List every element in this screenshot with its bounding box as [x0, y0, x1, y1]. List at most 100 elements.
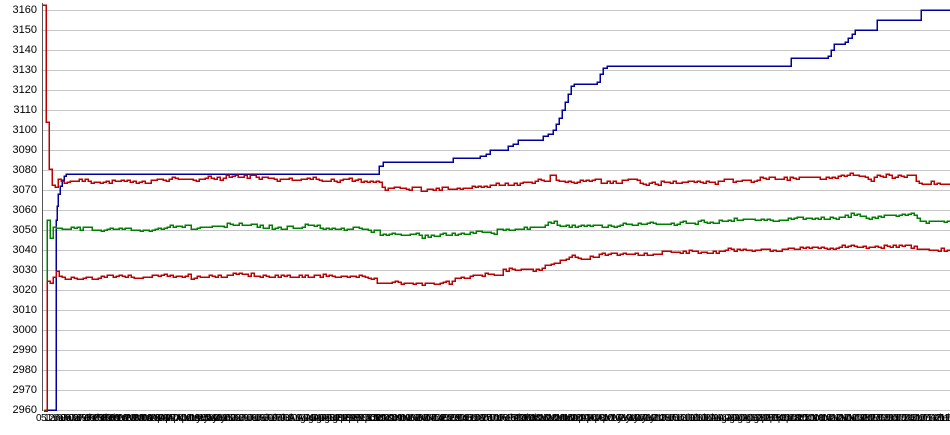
y-axis-label: 3140	[12, 44, 37, 56]
y-axis-label: 3030	[12, 264, 37, 276]
x-axis-label: 13Sep10	[748, 413, 785, 424]
x-axis-label: 25May09	[198, 413, 236, 424]
x-axis-label: 12Apr10	[570, 413, 605, 424]
y-axis-label: 3060	[12, 204, 37, 216]
x-axis-label: 18Oct10	[789, 413, 823, 424]
x-axis-label: 09Nov09	[392, 413, 429, 424]
x-axis-label: 01Feb10	[489, 413, 526, 424]
x-axis-label: 08Nov10	[813, 413, 850, 424]
x-axis-label: 04Jan10	[457, 413, 492, 424]
x-axis-label: 13Dec10	[854, 413, 890, 424]
upper-dark-red-line	[43, 4, 950, 192]
x-axis-label: 26Apr10	[586, 413, 621, 424]
x-axis-label: 11Jan10	[465, 413, 499, 424]
x-axis-label: 04Oct10	[773, 413, 807, 424]
x-axis-label: 23Nov09	[408, 413, 445, 424]
x-axis-label: 13Apr09	[149, 413, 183, 424]
y-axis-label: 2980	[12, 364, 37, 376]
x-axis-label: 26Oct09	[376, 413, 410, 424]
x-axis-label: 14Jun10	[643, 413, 679, 424]
x-axis-label: 23Feb09	[92, 413, 129, 424]
x-axis-label: 29Nov10	[837, 413, 874, 424]
x-axis-label: 22Feb10	[513, 413, 550, 424]
x-axis-label: 21Jun10	[651, 413, 687, 424]
x-axis-label: 09Aug10	[708, 413, 745, 424]
y-axis-label: 3040	[12, 244, 37, 256]
x-axis-label: 01Nov10	[805, 413, 842, 424]
y-axis-label: 2990	[12, 344, 37, 356]
x-axis-label: 17May10	[611, 413, 649, 424]
y-axis-label: 3000	[12, 324, 37, 336]
navy-stepped-line	[44, 9, 950, 411]
y-axis-label: 3090	[12, 144, 37, 156]
x-axis-label: 01Mar10	[522, 413, 558, 424]
x-axis-label: 31Jan11	[910, 413, 945, 424]
x-axis-label: 14Feb11	[927, 413, 950, 424]
x-axis-label: 30Nov09	[416, 413, 453, 424]
x-axis-label: 12Jul10	[675, 413, 707, 424]
x-axis-label: 03May10	[594, 413, 633, 424]
y-axis-label: 3080	[12, 164, 37, 176]
green-line	[44, 212, 950, 411]
x-axis-label: 06Dec10	[846, 413, 882, 424]
x-axis-label: 28Dec09	[449, 413, 485, 424]
x-axis-label: 20Jul09	[262, 413, 294, 424]
lower-dark-red-line	[44, 244, 950, 412]
x-axis-label: 24Aug09	[303, 413, 340, 424]
x-axis-label: 05Apr10	[562, 413, 597, 424]
x-axis-label: 27Dec10	[870, 413, 907, 424]
x-axis-label: 02Mar09	[100, 413, 137, 424]
x-axis-label: 26Jan09	[60, 413, 95, 424]
x-axis-label: 29Mar10	[554, 413, 590, 424]
x-axis-label: 21Sep09	[335, 413, 372, 424]
x-axis-label: 30Mar09	[133, 413, 169, 424]
x-axis-label: 27Jul09	[270, 413, 302, 424]
x-axis-label: 21Feb11	[935, 413, 950, 424]
x-axis-label: 05Jan09	[36, 413, 71, 424]
x-axis-label: 22Jun09	[230, 413, 265, 424]
x-axis-label: 19Apr10	[578, 413, 613, 424]
y-axis-label: 3150	[12, 24, 37, 36]
y-axis-label: 3130	[12, 64, 37, 76]
x-axis-label: 25Jan10	[481, 413, 517, 424]
x-axis-label: 11Oct10	[781, 413, 815, 424]
x-axis-labels: 05Jan09 12Jan09 19Jan09 26Jan09 02Feb09 09Feb…	[0, 412, 950, 428]
x-axis-label: 16Aug10	[716, 413, 753, 424]
y-axis-label: 3110	[13, 104, 37, 116]
x-axis-label: 12Oct09	[360, 413, 394, 424]
x-axis-label: 24Jan11	[902, 413, 937, 424]
x-axis-label: 06Jul09	[246, 413, 278, 424]
x-axis-label: 02Nov09	[384, 413, 421, 424]
x-axis-label: 05Oct09	[351, 413, 386, 424]
x-axis-label: 26Jul10	[692, 413, 723, 424]
y-axis-label: 3160	[12, 4, 37, 16]
x-axis-label: 10Aug09	[287, 413, 323, 424]
x-axis-label: 30Aug10	[732, 413, 769, 424]
x-axis-label: 16Nov09	[400, 413, 437, 424]
x-axis-label: 21Dec09	[441, 413, 477, 424]
x-axis-label: 08Feb10	[497, 413, 534, 424]
y-axis-label: 2970	[12, 384, 37, 396]
x-axis-label: 15Feb10	[505, 413, 542, 424]
y-axis-label: 3010	[12, 304, 37, 316]
y-axis-label: 3070	[12, 184, 37, 196]
y-axis-label: 2960	[12, 404, 37, 416]
x-axis-label: 02Feb09	[68, 413, 104, 424]
x-axis-label: 09Feb09	[76, 413, 113, 424]
x-axis-label: 07Sep09	[319, 413, 356, 424]
x-axis-label: 03Aug09	[279, 413, 315, 424]
x-axis-label: 02Aug10	[700, 413, 737, 424]
x-axis-label: 09Mar09	[108, 413, 145, 424]
x-axis-label: 14Sep09	[327, 413, 364, 424]
x-axis-label: 27Sep10	[765, 413, 801, 424]
x-axis-label: 23Mar09	[125, 413, 161, 424]
x-axis-label: 24May10	[619, 413, 657, 424]
y-axis-labels: 3160 3150 3140 3130 3120 3110 3100 3090 3080 3070…	[0, 0, 40, 435]
x-axis-label: 13Jul09	[254, 413, 286, 424]
x-axis-label: 16Mar09	[117, 413, 153, 424]
x-axis-label: 18May09	[189, 413, 228, 424]
x-axis-label: 18Jan10	[473, 413, 508, 424]
y-axis-label: 3020	[12, 284, 37, 296]
x-axis-label: 20Dec10	[862, 413, 899, 424]
